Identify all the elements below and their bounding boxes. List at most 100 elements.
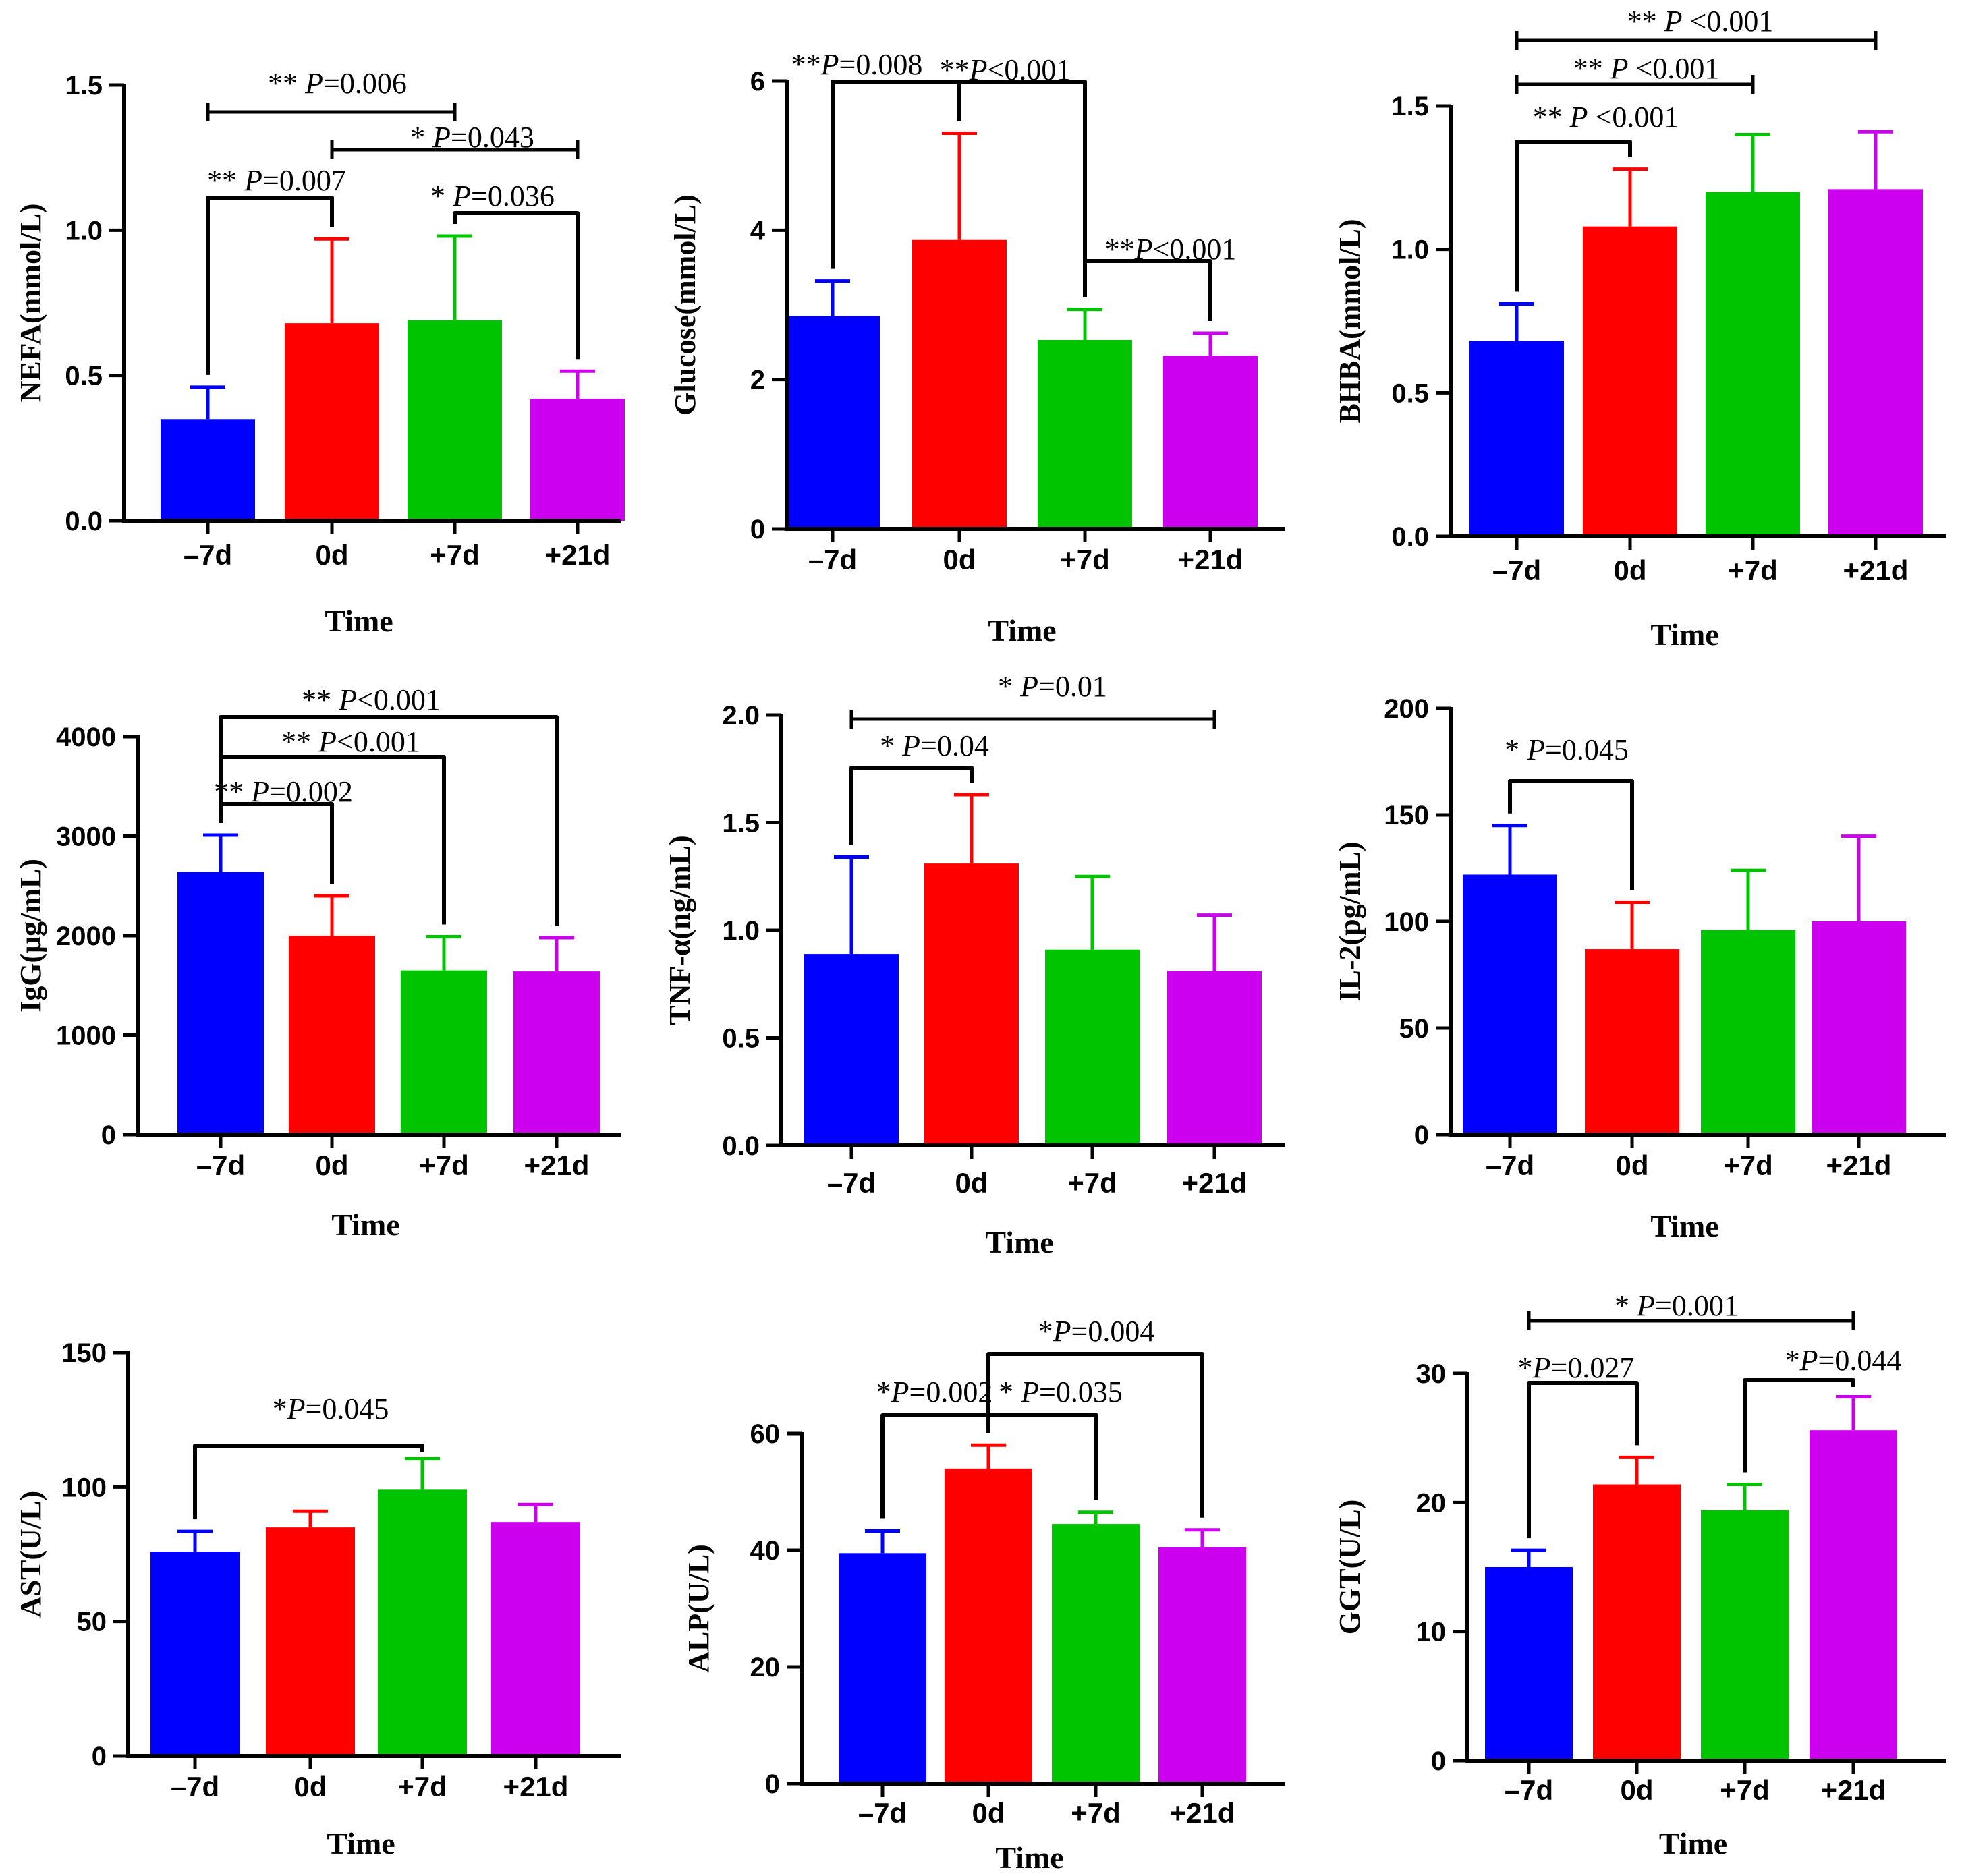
- x-tick-label: +7d: [419, 1149, 469, 1181]
- x-tick-label: +7d: [1728, 555, 1778, 586]
- x-tick-label: +21d: [503, 1771, 569, 1802]
- significance-stars: *: [876, 1375, 891, 1409]
- y-tick-label: 0.0: [65, 507, 103, 536]
- x-tick-label: +7d: [430, 539, 480, 571]
- significance-label: * P=0.04: [880, 729, 989, 762]
- y-axis-title: AST(U/L): [14, 1491, 47, 1618]
- y-tick-label: 100: [61, 1473, 107, 1502]
- y-tick-label: 4000: [56, 722, 116, 752]
- y-tick-label: 0: [1431, 1746, 1446, 1776]
- x-tick-label: 0d: [293, 1771, 327, 1802]
- significance-value: <0.001: [1153, 233, 1237, 266]
- significance-bracket: [219, 802, 334, 884]
- significance-bracket: [193, 1444, 424, 1520]
- x-tick-label: –7d: [827, 1167, 876, 1199]
- y-tick-label: 150: [1384, 801, 1429, 830]
- significance-stars: **: [207, 164, 244, 197]
- x-axis-title: Time: [1659, 1826, 1727, 1860]
- x-axis-title: Time: [995, 1840, 1063, 1875]
- significance-bracket: [1527, 1381, 1639, 1539]
- x-tick-label: +21d: [1826, 1149, 1892, 1181]
- significance-stars: **: [281, 725, 318, 758]
- bar: [839, 1553, 926, 1784]
- significance-p: P: [901, 729, 920, 762]
- significance-p: P: [432, 121, 451, 154]
- significance-stars: **: [1105, 233, 1135, 266]
- y-tick-label: 100: [1384, 907, 1429, 937]
- significance-bracket: [206, 196, 334, 375]
- y-axis-title: NEFA(mmol/L): [14, 204, 47, 403]
- y-tick-label: 50: [77, 1608, 107, 1637]
- significance-stars: *: [1518, 1351, 1533, 1384]
- significance-p: P: [1134, 233, 1153, 266]
- y-axis-title: Glucose(mmol/L): [669, 194, 702, 416]
- significance-p: P: [318, 725, 337, 758]
- significance-value: =0.007: [262, 164, 346, 197]
- x-tick-label: +21d: [1178, 544, 1243, 575]
- y-tick-label: 0: [1414, 1120, 1429, 1150]
- x-tick-label: +7d: [1723, 1149, 1773, 1181]
- significance-stars: *: [1038, 1315, 1053, 1348]
- y-tick-label: 1.5: [722, 809, 760, 838]
- significance-value: =0.04: [920, 729, 989, 762]
- significance-value: <0.001: [1683, 5, 1774, 38]
- significance-value: <0.001: [1629, 52, 1720, 85]
- significance-p: P: [338, 683, 357, 716]
- significance-value: =0.027: [1551, 1351, 1635, 1384]
- bar: [1701, 1510, 1789, 1761]
- significance-bracket: [986, 1352, 1204, 1518]
- x-tick-label: –7d: [1486, 1149, 1534, 1181]
- significance-bracket: [849, 766, 974, 845]
- bar: [945, 1468, 1032, 1784]
- significance-p: P: [304, 67, 323, 100]
- significance-label: * P=0.001: [1615, 1289, 1739, 1322]
- y-tick-label: 60: [750, 1419, 781, 1449]
- significance-p: P: [452, 179, 471, 212]
- significance-stars: *: [999, 1375, 1021, 1409]
- bar: [530, 399, 625, 521]
- y-tick-label: 2: [750, 366, 765, 395]
- bar: [378, 1489, 467, 1756]
- y-tick-label: 0: [765, 1769, 780, 1799]
- bar: [289, 936, 375, 1135]
- x-tick-label: 0d: [315, 1149, 348, 1181]
- significance-bracket: [453, 211, 580, 360]
- y-tick-label: 0: [750, 515, 765, 544]
- significance-stars: *: [998, 670, 1020, 703]
- x-tick-label: +21d: [1843, 555, 1909, 586]
- y-tick-label: 2000: [56, 921, 116, 951]
- significance-stars: *: [430, 179, 453, 212]
- x-tick-label: +21d: [524, 1149, 590, 1181]
- x-tick-label: +21d: [1182, 1167, 1248, 1199]
- x-tick-label: +7d: [1067, 1167, 1117, 1199]
- x-tick-label: 0d: [315, 539, 348, 571]
- significance-value: <0.001: [337, 725, 420, 758]
- x-tick-label: –7d: [1492, 555, 1541, 586]
- x-tick-label: –7d: [184, 539, 232, 571]
- y-tick-label: 2.0: [722, 701, 760, 731]
- significance-bracket: [1508, 779, 1634, 890]
- y-tick-label: 20: [1416, 1488, 1447, 1518]
- x-tick-label: –7d: [196, 1149, 245, 1181]
- y-tick-label: 150: [61, 1338, 107, 1368]
- bar: [1701, 930, 1795, 1135]
- significance-bracket: [219, 755, 446, 925]
- x-tick-label: 0d: [1613, 555, 1646, 586]
- y-tick-label: 4: [750, 216, 766, 246]
- x-axis-title: Time: [331, 1207, 399, 1242]
- significance-label: ** P<0.001: [302, 683, 441, 716]
- significance-label: * P=0.045: [1505, 733, 1629, 766]
- significance-stars: **: [940, 53, 970, 86]
- y-tick-label: 1.5: [1391, 92, 1429, 121]
- x-tick-label: +7d: [1720, 1774, 1770, 1806]
- x-tick-label: 0d: [955, 1167, 988, 1199]
- chart-panel-il-2: 0 50 100 150 200 –7d 0d +7d +21d Time IL-2(pg/mL) *…: [1333, 694, 1946, 1243]
- significance-bracket: [957, 80, 1087, 297]
- significance-p: P: [1610, 52, 1629, 85]
- x-axis-title: Time: [325, 604, 393, 638]
- significance-stars: *: [880, 729, 902, 762]
- bar: [1706, 192, 1800, 536]
